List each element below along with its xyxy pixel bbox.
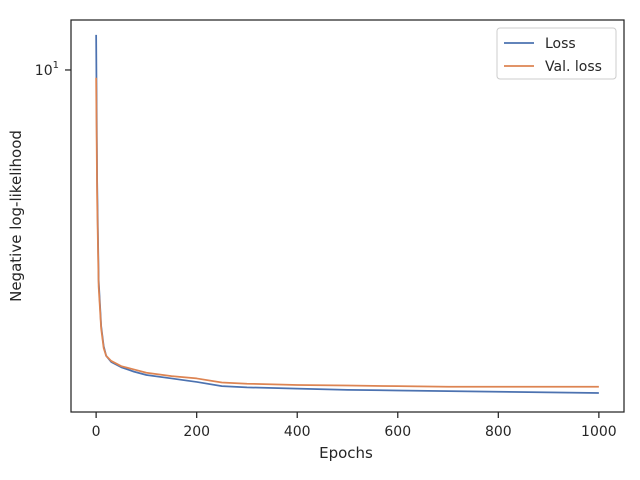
y-axis-label: Negative log-likelihood [7, 130, 25, 302]
legend-label: Loss [545, 36, 576, 52]
plot-frame [70, 19, 625, 413]
x-tick-label: 200 [183, 424, 210, 440]
x-tick-label: 1000 [581, 424, 617, 440]
plot-background [71, 20, 624, 412]
legend: Loss Val. loss [496, 27, 617, 80]
x-tick-label: 600 [384, 424, 411, 440]
x-axis: 0 200 400 600 800 1000 [92, 412, 617, 440]
y-tick-label: 101 [35, 60, 59, 79]
series-layer [95, 34, 599, 394]
x-tick-label: 800 [485, 424, 512, 440]
y-axis: 101 [35, 60, 71, 79]
x-axis-label: Epochs [319, 444, 373, 462]
x-tick-label: 400 [284, 424, 311, 440]
series-line-2 [95, 77, 599, 388]
legend-label: Val. loss [545, 59, 602, 75]
x-tick-label: 0 [92, 424, 101, 440]
